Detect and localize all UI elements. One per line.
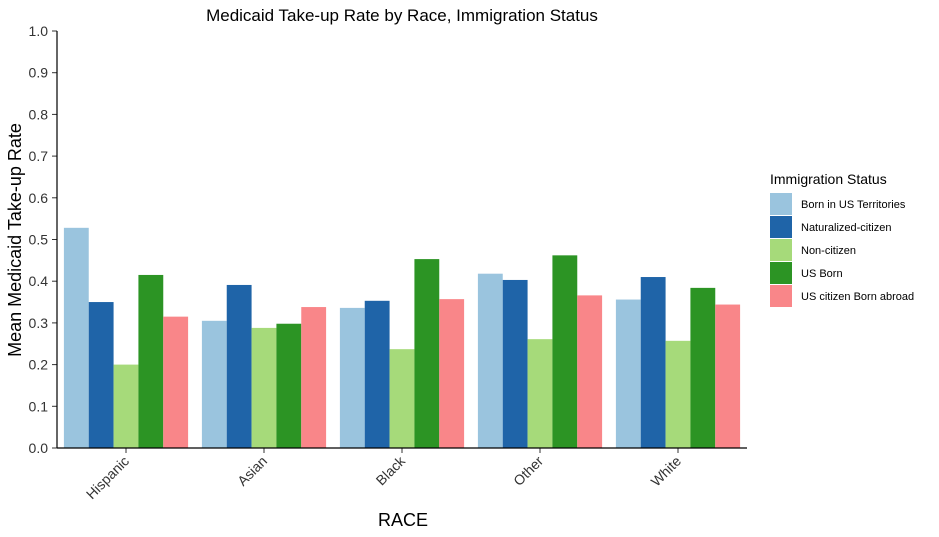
bar-hispanic-us-born (138, 274, 164, 448)
legend-label: US Born (801, 268, 843, 280)
bar-hispanic-born-in-us-territories (63, 227, 89, 448)
y-tick-label: 0.0 (29, 440, 49, 456)
legend-label: Naturalized-citizen (801, 222, 891, 234)
legend-title: Immigration Status (770, 171, 887, 187)
legend-swatch (770, 239, 792, 261)
bar-asian-us-citizen-born-abroad (301, 307, 327, 448)
bar-black-us-born (414, 259, 440, 448)
legend-swatch (770, 262, 792, 284)
bar-asian-born-in-us-territories (201, 320, 227, 448)
x-tick-label: Other (510, 453, 546, 489)
bar-white-us-born (690, 287, 716, 448)
bar-white-us-citizen-born-abroad (715, 304, 741, 448)
y-tick-label: 0.2 (29, 357, 49, 373)
y-tick-label: 0.3 (29, 315, 49, 331)
legend-label: Non-citizen (801, 245, 856, 257)
bar-hispanic-us-citizen-born-abroad (163, 316, 189, 448)
x-tick-label: White (647, 453, 684, 490)
y-tick-label: 0.6 (29, 190, 49, 206)
y-tick-label: 0.8 (29, 106, 49, 122)
bar-other-born-in-us-territories (477, 273, 503, 448)
bar-hispanic-naturalized-citizen (88, 302, 114, 448)
bar-white-naturalized-citizen (640, 277, 666, 448)
x-axis: Hispanic Asian Black Other White (83, 448, 684, 502)
legend: Immigration Status Born in US Territorie… (770, 171, 914, 307)
bar-black-naturalized-citizen (364, 300, 390, 448)
y-tick-label: 0.1 (29, 398, 49, 414)
bar-white-non-citizen (665, 340, 691, 448)
bar-black-non-citizen (389, 349, 415, 448)
bar-other-us-born (552, 255, 578, 448)
chart-title: Medicaid Take-up Rate by Race, Immigrati… (206, 6, 598, 25)
y-tick-label: 0.4 (29, 273, 49, 289)
y-axis: 0.0 0.1 0.2 0.3 0.4 0.5 0.6 0.7 0.8 0.9 1.0 (29, 23, 57, 456)
legend-label: Born in US Territories (801, 199, 906, 211)
bar-other-non-citizen (527, 339, 553, 448)
bar-other-us-citizen-born-abroad (577, 295, 603, 448)
y-tick-label: 0.5 (29, 232, 49, 248)
y-tick-label: 1.0 (29, 23, 49, 39)
bar-black-born-in-us-territories (339, 307, 365, 448)
bar-asian-naturalized-citizen (226, 284, 252, 448)
legend-swatch (770, 216, 792, 238)
legend-swatch (770, 193, 792, 215)
bar-white-born-in-us-territories (615, 299, 641, 448)
y-axis-title: Mean Medicaid Take-up Rate (5, 123, 25, 357)
y-tick-label: 0.7 (29, 148, 49, 164)
bar-asian-non-citizen (251, 327, 277, 448)
x-axis-title: RACE (378, 510, 428, 530)
legend-label: US citizen Born abroad (801, 291, 914, 303)
x-tick-label: Black (373, 452, 409, 488)
bar-other-naturalized-citizen (502, 279, 528, 448)
bar-black-us-citizen-born-abroad (439, 299, 465, 448)
bar-hispanic-non-citizen (113, 364, 139, 448)
bars (63, 227, 741, 448)
y-tick-label: 0.9 (29, 65, 49, 81)
x-tick-label: Hispanic (83, 453, 132, 502)
bar-asian-us-born (276, 323, 302, 448)
legend-swatch (770, 285, 792, 307)
x-tick-label: Asian (234, 453, 270, 489)
